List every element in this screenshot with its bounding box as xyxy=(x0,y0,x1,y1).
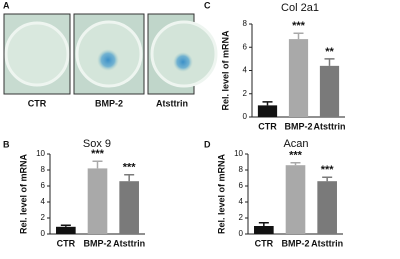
well-images xyxy=(3,13,218,95)
y-tick-label: 0 xyxy=(239,229,244,238)
y-tick-label: 10 xyxy=(36,149,45,158)
y-tick-label: 4 xyxy=(239,197,244,206)
x-tick-label: CTR xyxy=(57,238,76,248)
panel-letter: D xyxy=(204,139,211,149)
panel-letter: B xyxy=(3,139,10,149)
error-bar xyxy=(92,160,103,169)
x-tick-label: Atsttrin xyxy=(314,121,346,131)
bar xyxy=(257,105,278,117)
bar xyxy=(119,181,139,234)
x-tick-label: BMP-2 xyxy=(284,121,312,131)
error-bar xyxy=(60,224,71,227)
y-tick-label: 6 xyxy=(41,181,46,190)
bar xyxy=(285,165,306,234)
y-tick-label: 4 xyxy=(41,197,46,206)
error-bar xyxy=(258,222,269,226)
error-bar xyxy=(322,176,333,182)
bar xyxy=(317,181,337,234)
x-tick-label: BMP-2 xyxy=(83,238,111,248)
y-tick-label: 2 xyxy=(239,213,244,222)
stain xyxy=(97,49,119,71)
y-tick-label: 0 xyxy=(243,112,248,121)
significance: *** xyxy=(289,150,303,162)
bar xyxy=(56,226,76,234)
x-tick-label: CTR xyxy=(258,121,277,131)
significance: *** xyxy=(91,148,105,160)
bar xyxy=(319,65,340,117)
well-label: BMP-2 xyxy=(95,98,123,108)
y-axis-label: Rel. level of mRNA xyxy=(220,30,230,111)
error-bar xyxy=(293,32,304,40)
well-label: CTR xyxy=(28,98,47,108)
chart-title: Sox 9 xyxy=(83,138,111,150)
y-tick-label: 8 xyxy=(41,165,46,174)
bar xyxy=(87,168,108,234)
y-tick-label: 6 xyxy=(243,42,248,51)
y-axis-label: Rel. level of mRNA xyxy=(216,153,226,234)
significance: *** xyxy=(292,20,306,32)
x-tick-label: BMP-2 xyxy=(281,238,309,248)
y-axis-label: Rel. level of mRNA xyxy=(18,153,28,234)
error-bar xyxy=(262,101,273,106)
chart-title: Col 2a1 xyxy=(281,2,319,14)
panel-letter: C xyxy=(204,0,211,10)
y-tick-label: 0 xyxy=(41,229,46,238)
stain xyxy=(173,52,193,72)
y-tick-label: 6 xyxy=(239,181,244,190)
y-tick-label: 8 xyxy=(243,19,248,28)
well-label: Atsttrin xyxy=(156,98,188,108)
panel-letter: A xyxy=(3,0,10,10)
significance: *** xyxy=(321,164,335,176)
error-bar xyxy=(124,174,135,182)
significance: ** xyxy=(325,46,334,58)
bar xyxy=(254,226,274,234)
error-bar xyxy=(324,58,335,66)
x-tick-label: Atsttrin xyxy=(113,238,145,248)
y-tick-label: 8 xyxy=(239,165,244,174)
y-tick-label: 4 xyxy=(243,66,248,75)
x-tick-label: Atsttrin xyxy=(311,238,343,248)
well-circle xyxy=(4,21,70,87)
y-tick-label: 2 xyxy=(41,213,46,222)
error-bar xyxy=(290,162,301,166)
bar xyxy=(288,39,309,117)
significance: *** xyxy=(123,162,137,174)
x-tick-label: CTR xyxy=(255,238,274,248)
chart-title: Acan xyxy=(283,138,308,150)
y-tick-label: 10 xyxy=(234,149,243,158)
y-tick-label: 2 xyxy=(243,89,248,98)
